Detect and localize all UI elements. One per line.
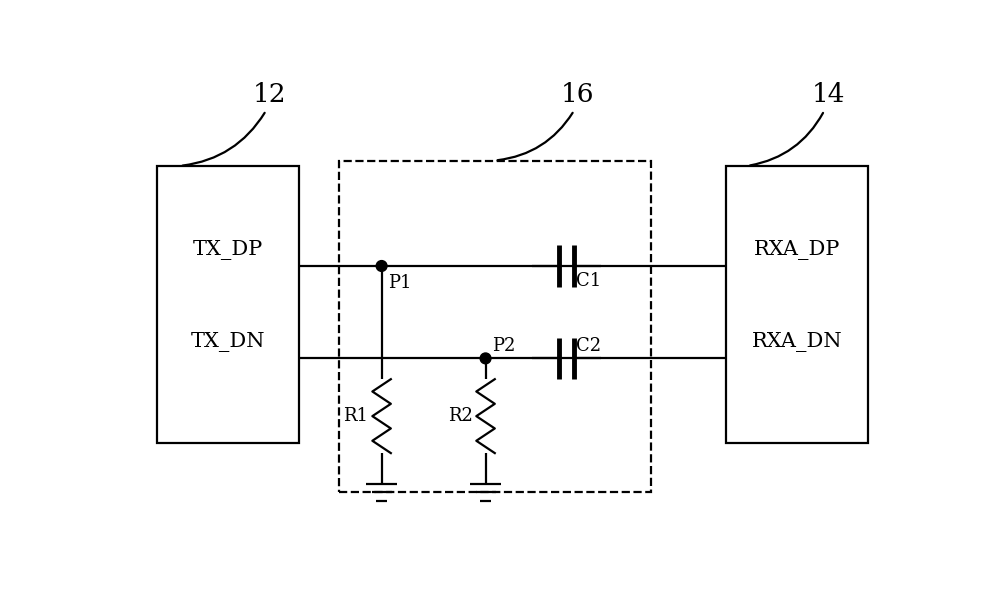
Text: TX_DP: TX_DP xyxy=(193,240,263,260)
Text: TX_DN: TX_DN xyxy=(191,332,265,352)
Bar xyxy=(339,161,651,491)
Bar xyxy=(726,166,868,443)
Circle shape xyxy=(480,353,491,364)
Text: R2: R2 xyxy=(448,407,472,425)
Text: C2: C2 xyxy=(576,336,601,355)
Text: P1: P1 xyxy=(388,274,411,291)
Bar xyxy=(157,166,299,443)
Text: RXA_DP: RXA_DP xyxy=(754,240,840,260)
Circle shape xyxy=(376,261,387,271)
Text: P2: P2 xyxy=(492,336,515,355)
Text: R1: R1 xyxy=(344,407,369,425)
Text: C1: C1 xyxy=(576,272,601,290)
Text: 16: 16 xyxy=(561,82,595,107)
Text: RXA_DN: RXA_DN xyxy=(752,332,842,352)
Text: 14: 14 xyxy=(811,82,845,107)
Text: 12: 12 xyxy=(253,82,287,107)
